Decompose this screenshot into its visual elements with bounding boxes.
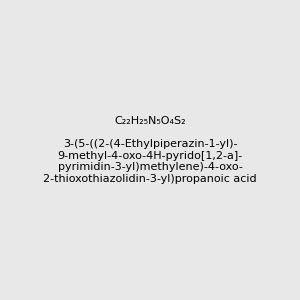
Text: C₂₂H₂₅N₅O₄S₂

3-(5-((2-(4-Ethylpiperazin-1-yl)-
9-methyl-4-oxo-4H-pyrido[1,2-a]-: C₂₂H₂₅N₅O₄S₂ 3-(5-((2-(4-Ethylpiperazin-… xyxy=(43,116,257,184)
